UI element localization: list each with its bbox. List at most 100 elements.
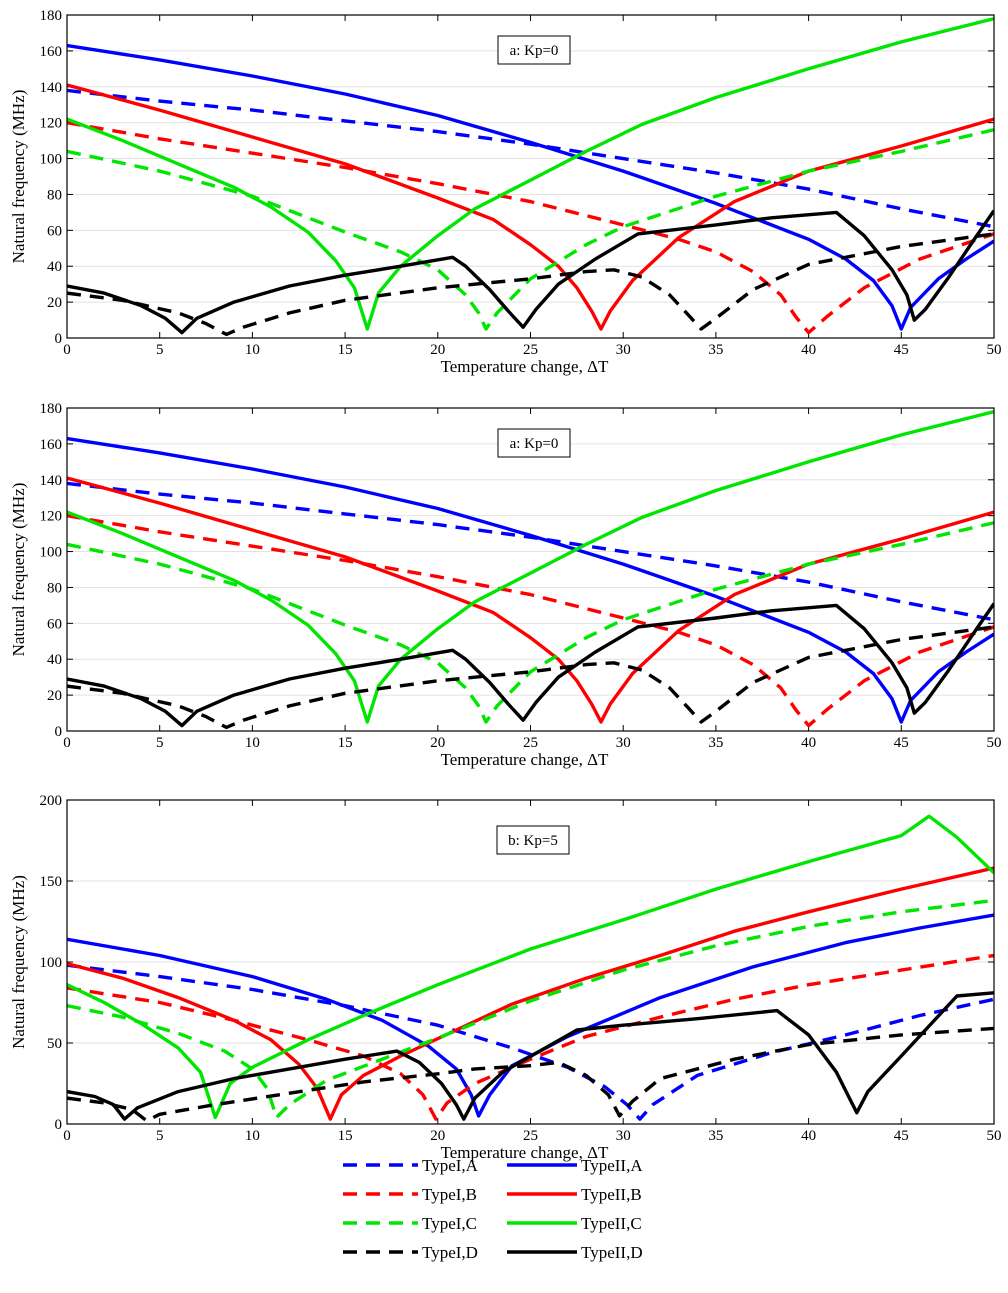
legend-label: TypeII,D bbox=[581, 1243, 643, 1262]
x-tick-label: 30 bbox=[616, 735, 631, 751]
series-line-typeii-b bbox=[67, 476, 994, 724]
y-tick-label: 160 bbox=[40, 44, 63, 60]
x-tick-label: 50 bbox=[987, 1128, 1002, 1144]
series-group bbox=[67, 16, 994, 337]
x-tick-label: 20 bbox=[430, 1128, 445, 1144]
x-tick-label: 50 bbox=[987, 735, 1002, 751]
series-line-typei-c bbox=[67, 128, 994, 331]
x-tick-label: 40 bbox=[801, 342, 816, 358]
x-tick-label: 5 bbox=[156, 342, 164, 358]
x-tick-label: 45 bbox=[894, 735, 909, 751]
series-line-typeii-a bbox=[67, 43, 994, 331]
y-tick-label: 20 bbox=[47, 295, 62, 311]
y-tick-label: 80 bbox=[47, 580, 62, 596]
legend-item-typei-d: TypeI,D bbox=[343, 1243, 478, 1262]
chart-panel-kp0-middle: 0 20 40 60 80 100 120 140 160 180 0 5 10 15 20 25 30 35 40… bbox=[9, 401, 1002, 769]
series-line-typeii-d bbox=[67, 991, 994, 1121]
x-tick-label: 15 bbox=[338, 1128, 353, 1144]
annotation-label: a: Kp=0 bbox=[510, 436, 559, 452]
x-tick-label: 25 bbox=[523, 735, 538, 751]
x-tick-label: 15 bbox=[338, 735, 353, 751]
annotation-label: a: Kp=0 bbox=[510, 43, 559, 59]
x-tick-label: 40 bbox=[801, 735, 816, 751]
y-axis-title: Natural frequency (MHz) bbox=[9, 90, 28, 264]
y-tick-label: 140 bbox=[40, 80, 63, 96]
y-tick-label: 140 bbox=[40, 473, 63, 489]
x-tick-label: 10 bbox=[245, 342, 260, 358]
y-tick-label: 100 bbox=[40, 955, 63, 971]
x-tick-label: 45 bbox=[894, 342, 909, 358]
series-line-typeii-c bbox=[67, 409, 994, 724]
series-line-typei-a bbox=[67, 963, 994, 1121]
y-tick-label: 100 bbox=[40, 152, 63, 168]
annotation-label: b: Kp=5 bbox=[508, 833, 558, 849]
x-tick-label: 25 bbox=[523, 1128, 538, 1144]
annotation-box bbox=[496, 825, 570, 855]
legend-label: TypeI,D bbox=[422, 1243, 478, 1262]
x-axis-title: Temperature change, ΔT bbox=[441, 1143, 609, 1162]
y-tick-label: 0 bbox=[55, 1117, 63, 1133]
series-line-typei-a bbox=[67, 88, 994, 229]
legend-label: TypeI,B bbox=[422, 1185, 477, 1204]
series-line-typeii-b bbox=[67, 866, 994, 1121]
x-axis-title: Temperature change, ΔT bbox=[441, 750, 609, 769]
legend-label: TypeI,C bbox=[422, 1214, 477, 1233]
series-line-typei-d bbox=[67, 625, 994, 730]
y-tick-label: 80 bbox=[47, 187, 62, 203]
x-tick-label: 5 bbox=[156, 735, 164, 751]
x-tick-label: 20 bbox=[430, 342, 445, 358]
x-tick-label: 35 bbox=[708, 1128, 723, 1144]
legend-label: TypeI,A bbox=[422, 1156, 479, 1175]
y-tick-label: 100 bbox=[40, 545, 63, 561]
plot-frame bbox=[66, 407, 995, 732]
series-line-typeii-d bbox=[67, 209, 994, 335]
x-tick-label: 50 bbox=[987, 342, 1002, 358]
series-group bbox=[67, 814, 994, 1123]
x-tick-label: 15 bbox=[338, 342, 353, 358]
chart-panel-kp0-top: 0 20 40 60 80 100 120 140 160 180 0 5 10 15 20 25 30 35 40… bbox=[9, 8, 1002, 376]
y-tick-label: 20 bbox=[47, 688, 62, 704]
series-line-typei-a bbox=[67, 481, 994, 622]
x-tick-label: 10 bbox=[245, 735, 260, 751]
x-tick-label: 5 bbox=[156, 1128, 164, 1144]
legend-item-typeii-b: TypeII,B bbox=[507, 1185, 642, 1204]
y-tick-label: 50 bbox=[47, 1036, 62, 1052]
x-tick-label: 0 bbox=[63, 1128, 71, 1144]
plot-frame bbox=[66, 799, 995, 1125]
annotation-box bbox=[497, 428, 571, 458]
x-tick-label: 10 bbox=[245, 1128, 260, 1144]
x-tick-label: 20 bbox=[430, 735, 445, 751]
y-tick-label: 0 bbox=[55, 724, 63, 740]
legend-item-typei-a: TypeI,A bbox=[343, 1156, 479, 1175]
y-tick-label: 120 bbox=[40, 509, 63, 525]
x-axis-title: Temperature change, ΔT bbox=[441, 357, 609, 376]
x-tick-label: 25 bbox=[523, 342, 538, 358]
legend-item-typeii-d: TypeII,D bbox=[507, 1243, 643, 1262]
series-line-typei-b bbox=[67, 953, 994, 1121]
legend-label: TypeII,A bbox=[581, 1156, 643, 1175]
annotation-box bbox=[497, 35, 571, 65]
series-line-typeii-c bbox=[67, 16, 994, 331]
series-line-typei-d bbox=[67, 1026, 994, 1123]
y-tick-label: 180 bbox=[40, 8, 63, 24]
legend: TypeI,A TypeII,A TypeI,B TypeII,B TypeI,C Typ… bbox=[343, 1156, 643, 1262]
legend-item-typeii-a: TypeII,A bbox=[507, 1156, 643, 1175]
legend-item-typei-c: TypeI,C bbox=[343, 1214, 477, 1233]
series-line-typeii-d bbox=[67, 602, 994, 728]
chart-panel-kp5-bottom: 0 50 100 150 200 0 5 10 15 20 25 30 35 40 45 50 Temperat… bbox=[9, 793, 1002, 1162]
y-tick-label: 60 bbox=[47, 223, 62, 239]
series-line-typei-d bbox=[67, 232, 994, 337]
x-tick-label: 40 bbox=[801, 1128, 816, 1144]
x-tick-label: 35 bbox=[708, 342, 723, 358]
x-tick-label: 45 bbox=[894, 1128, 909, 1144]
legend-label: TypeII,C bbox=[581, 1214, 642, 1233]
y-tick-label: 40 bbox=[47, 259, 62, 275]
series-line-typeii-b bbox=[67, 83, 994, 331]
legend-item-typei-b: TypeI,B bbox=[343, 1185, 477, 1204]
series-line-typeii-a bbox=[67, 436, 994, 724]
x-tick-label: 35 bbox=[708, 735, 723, 751]
y-axis-title: Natural frequency (MHz) bbox=[9, 483, 28, 657]
x-tick-label: 0 bbox=[63, 342, 71, 358]
series-line-typeii-c bbox=[67, 814, 994, 1120]
